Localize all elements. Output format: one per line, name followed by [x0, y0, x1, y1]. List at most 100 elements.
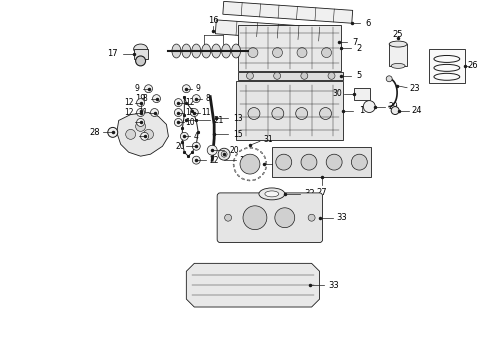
Text: 5: 5: [357, 71, 362, 80]
Circle shape: [295, 108, 308, 120]
Circle shape: [275, 208, 294, 228]
Circle shape: [125, 129, 136, 139]
Text: 23: 23: [410, 84, 420, 93]
Text: 9: 9: [134, 84, 139, 93]
Text: 30: 30: [333, 89, 343, 98]
Text: 6: 6: [365, 19, 370, 28]
Circle shape: [137, 109, 145, 117]
Circle shape: [386, 76, 392, 82]
Text: 24: 24: [412, 106, 422, 115]
Circle shape: [243, 206, 267, 230]
Text: 22: 22: [209, 156, 219, 165]
Circle shape: [136, 121, 146, 131]
Ellipse shape: [182, 44, 191, 58]
Circle shape: [192, 142, 200, 150]
Ellipse shape: [259, 188, 285, 200]
Bar: [354, 88, 370, 100]
Text: 32: 32: [304, 189, 315, 198]
Circle shape: [108, 127, 118, 137]
Circle shape: [174, 109, 182, 117]
Text: 4: 4: [194, 132, 199, 141]
Bar: [238, 25, 342, 71]
Text: 25: 25: [393, 30, 403, 39]
Circle shape: [274, 72, 281, 79]
Circle shape: [326, 154, 342, 170]
Ellipse shape: [232, 44, 241, 58]
Text: 33: 33: [328, 281, 339, 290]
Circle shape: [301, 72, 308, 79]
Circle shape: [351, 154, 368, 170]
PathPatch shape: [266, 161, 267, 164]
Text: 29: 29: [389, 102, 398, 111]
Ellipse shape: [221, 44, 231, 58]
Text: 8: 8: [142, 94, 147, 103]
PathPatch shape: [233, 164, 234, 167]
Text: 21: 21: [213, 116, 223, 125]
Text: 20: 20: [229, 146, 239, 155]
Ellipse shape: [134, 44, 147, 54]
Text: 2: 2: [357, 44, 362, 53]
Circle shape: [240, 154, 260, 174]
Circle shape: [248, 48, 258, 58]
Text: 10: 10: [186, 118, 195, 127]
Text: 1: 1: [359, 106, 364, 115]
Ellipse shape: [192, 44, 201, 58]
Circle shape: [319, 108, 332, 120]
Circle shape: [297, 48, 307, 58]
Text: 3: 3: [130, 132, 135, 141]
Circle shape: [224, 214, 232, 221]
Text: 12: 12: [186, 108, 195, 117]
Circle shape: [272, 48, 282, 58]
Circle shape: [192, 156, 200, 164]
Bar: [272, 147, 371, 177]
PathPatch shape: [234, 170, 236, 172]
PathPatch shape: [237, 174, 240, 177]
Circle shape: [190, 109, 198, 117]
Circle shape: [328, 72, 335, 79]
PathPatch shape: [262, 172, 265, 175]
Bar: [134, 49, 147, 59]
Ellipse shape: [212, 44, 220, 58]
Circle shape: [363, 100, 375, 113]
Circle shape: [221, 151, 227, 157]
Text: 18: 18: [275, 159, 285, 168]
Circle shape: [276, 154, 292, 170]
Text: 13: 13: [233, 114, 243, 123]
PathPatch shape: [242, 178, 245, 180]
Circle shape: [308, 214, 315, 221]
Text: 19: 19: [135, 94, 146, 103]
Circle shape: [246, 72, 253, 79]
Circle shape: [272, 108, 284, 120]
PathPatch shape: [239, 149, 242, 152]
Circle shape: [174, 99, 182, 107]
Circle shape: [321, 48, 332, 58]
Circle shape: [141, 132, 148, 140]
PathPatch shape: [265, 167, 267, 170]
Circle shape: [144, 129, 153, 139]
Text: 7: 7: [352, 38, 358, 47]
PathPatch shape: [250, 147, 253, 148]
Circle shape: [136, 56, 146, 66]
Circle shape: [248, 108, 260, 120]
PathPatch shape: [235, 153, 238, 156]
PathPatch shape: [260, 151, 263, 154]
Text: 14: 14: [239, 156, 249, 165]
PathPatch shape: [233, 158, 235, 161]
Text: 12: 12: [124, 98, 133, 107]
Circle shape: [218, 148, 230, 160]
Bar: [389, 44, 407, 66]
Circle shape: [174, 118, 182, 126]
Circle shape: [207, 145, 217, 155]
PathPatch shape: [258, 176, 261, 179]
Text: 15: 15: [233, 130, 243, 139]
Text: 10: 10: [124, 118, 133, 127]
Bar: [236, 81, 343, 140]
Circle shape: [391, 107, 399, 114]
PathPatch shape: [117, 113, 169, 156]
Bar: [238, 72, 343, 80]
Text: 26: 26: [467, 62, 478, 71]
Text: 11: 11: [138, 108, 147, 117]
Text: 17: 17: [107, 49, 118, 58]
PathPatch shape: [186, 264, 319, 307]
Text: 12: 12: [124, 108, 133, 117]
